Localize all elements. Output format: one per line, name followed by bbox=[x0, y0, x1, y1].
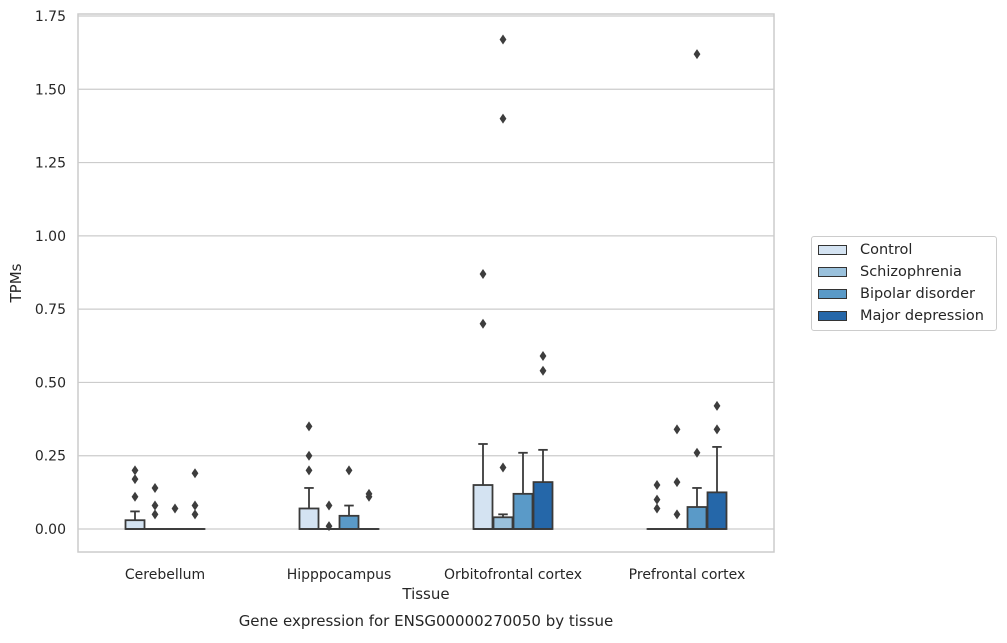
x-tick-label-prefrontal-cortex: Prefrontal cortex bbox=[629, 567, 746, 583]
outlier-point bbox=[674, 477, 681, 487]
outlier-point bbox=[152, 483, 159, 493]
box-body bbox=[708, 492, 727, 529]
chart-title: Gene expression for ENSG00000270050 by t… bbox=[239, 612, 614, 630]
legend-item-bipolar-disorder: Bipolar disorder bbox=[818, 284, 975, 304]
legend-label-bipolar-disorder: Bipolar disorder bbox=[860, 286, 975, 302]
outlier-point bbox=[500, 114, 507, 124]
outlier-point bbox=[654, 480, 661, 490]
box-body bbox=[534, 482, 553, 529]
outlier-point bbox=[480, 319, 487, 329]
box-body bbox=[126, 520, 145, 529]
grid bbox=[78, 16, 774, 529]
outliers bbox=[132, 34, 721, 531]
legend-swatch-bipolar-disorder bbox=[818, 289, 847, 299]
legend-label-major-depression: Major depression bbox=[860, 308, 984, 324]
y-tick-label: 0.00 bbox=[35, 522, 66, 538]
outlier-point bbox=[500, 462, 507, 472]
x-tick-label-hipppocampus: Hipppocampus bbox=[287, 567, 392, 583]
box-bipolar-disorder-hipppocampus bbox=[340, 506, 359, 529]
box-body bbox=[340, 516, 359, 529]
outlier-point bbox=[654, 503, 661, 513]
outlier-point bbox=[306, 465, 313, 475]
outlier-point bbox=[192, 509, 199, 519]
y-tick-label: 0.75 bbox=[35, 302, 66, 318]
outlier-point bbox=[306, 451, 313, 461]
outlier-point bbox=[132, 465, 139, 475]
outlier-point bbox=[132, 492, 139, 502]
box-major-depression-orbitofrontal-cortex bbox=[534, 450, 553, 529]
x-axis-label: Tissue bbox=[401, 585, 449, 603]
y-tick-label: 1.75 bbox=[35, 9, 66, 25]
legend-item-control: Control bbox=[818, 240, 912, 260]
box-body bbox=[688, 507, 707, 529]
y-tick-label: 1.50 bbox=[35, 82, 66, 98]
outlier-point bbox=[152, 501, 159, 511]
outlier-point bbox=[714, 424, 721, 434]
x-tick-labels: Cerebellum Hipppocampus Orbitofrontal cort… bbox=[125, 567, 745, 583]
legend-item-major-depression: Major depression bbox=[818, 306, 984, 326]
outlier-point bbox=[172, 503, 179, 513]
outlier-point bbox=[480, 269, 487, 279]
outlier-point bbox=[326, 501, 333, 511]
outlier-point bbox=[306, 421, 313, 431]
y-tick-labels: 0.00 0.25 0.50 0.75 1.00 1.25 1.50 1.75 bbox=[35, 9, 66, 538]
plot-area-frame bbox=[78, 14, 774, 552]
box-body bbox=[514, 494, 533, 529]
x-tick-label-cerebellum: Cerebellum bbox=[125, 567, 205, 583]
box-bipolar-disorder-orbitofrontal-cortex bbox=[514, 453, 533, 529]
outlier-point bbox=[694, 49, 701, 59]
outlier-point bbox=[132, 474, 139, 484]
box-control-orbitofrontal-cortex bbox=[474, 444, 493, 529]
legend: Control Schizophrenia Bipolar disorder M… bbox=[811, 236, 997, 331]
outlier-point bbox=[540, 351, 547, 361]
outlier-point bbox=[714, 401, 721, 411]
legend-swatch-major-depression bbox=[818, 311, 847, 321]
legend-label-schizophrenia: Schizophrenia bbox=[860, 264, 962, 280]
box-bipolar-disorder-prefrontal-cortex bbox=[688, 488, 707, 529]
box-major-depression-prefrontal-cortex bbox=[708, 447, 727, 529]
outlier-point bbox=[540, 366, 547, 376]
outlier-point bbox=[674, 424, 681, 434]
y-tick-label: 1.00 bbox=[35, 229, 66, 245]
y-tick-label: 0.50 bbox=[35, 375, 66, 391]
legend-label-control: Control bbox=[860, 242, 912, 258]
box-body bbox=[494, 517, 513, 529]
outlier-point bbox=[346, 465, 353, 475]
outlier-point bbox=[192, 468, 199, 478]
box-schizophrenia-orbitofrontal-cortex bbox=[494, 514, 513, 529]
box-control-hipppocampus bbox=[300, 488, 319, 529]
y-tick-label: 0.25 bbox=[35, 449, 66, 465]
outlier-point bbox=[500, 34, 507, 44]
boxes bbox=[126, 444, 727, 529]
box-body bbox=[300, 508, 319, 529]
outlier-point bbox=[674, 509, 681, 519]
outlier-point bbox=[192, 501, 199, 511]
legend-item-schizophrenia: Schizophrenia bbox=[818, 262, 962, 282]
legend-swatch-schizophrenia bbox=[818, 267, 847, 277]
outlier-point bbox=[152, 509, 159, 519]
legend-swatch-control bbox=[818, 245, 847, 255]
outlier-point bbox=[654, 495, 661, 505]
box-body bbox=[474, 485, 493, 529]
x-tick-label-orbitofrontal-cortex: Orbitofrontal cortex bbox=[444, 567, 582, 583]
box-control-cerebellum bbox=[126, 511, 145, 529]
y-axis-label: TPMs bbox=[7, 263, 25, 303]
y-tick-label: 1.25 bbox=[35, 156, 66, 172]
